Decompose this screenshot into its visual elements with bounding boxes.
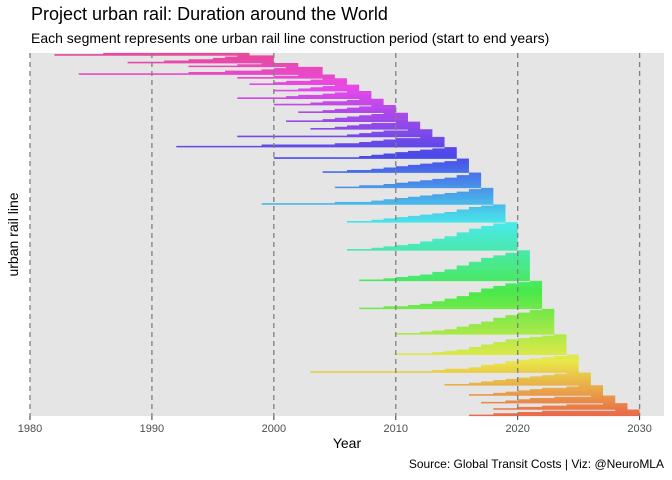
segments xyxy=(54,52,640,417)
chart-title: Project urban rail: Duration around the … xyxy=(31,4,388,24)
plot-panel xyxy=(30,53,664,416)
reference-lines xyxy=(29,53,641,416)
x-tick-label: 1980 xyxy=(18,423,42,435)
x-axis-title: Year xyxy=(333,435,362,451)
x-tick-label: 2020 xyxy=(505,423,529,435)
y-axis-title: urban rail line xyxy=(5,192,21,276)
chart-caption: Source: Global Transit Costs | Viz: @Neu… xyxy=(408,457,664,471)
x-tick-label: 2010 xyxy=(384,423,408,435)
chart-subtitle: Each segment represents one urban rail l… xyxy=(31,30,550,46)
x-tick-label: 1990 xyxy=(140,423,164,435)
x-axis: 1980 1990 2000 2010 2020 2030 xyxy=(18,416,652,435)
x-tick-label: 2030 xyxy=(627,423,651,435)
x-tick-label: 2000 xyxy=(262,423,286,435)
